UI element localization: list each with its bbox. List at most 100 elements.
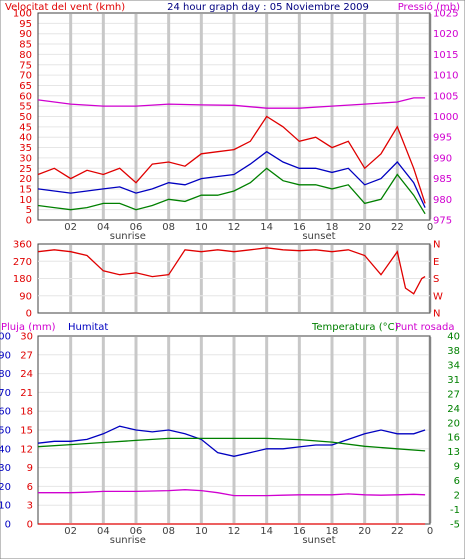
y-tick-label-temperature: 9: [454, 462, 460, 473]
x-tick-label: 14: [260, 222, 273, 233]
y-tick-label-wind: 90: [19, 29, 32, 40]
dewpoint-axis-label: Punt rosada: [395, 322, 454, 333]
y-tick-label-wind: 50: [19, 112, 32, 123]
y-tick-label-temperature: 34: [447, 360, 460, 371]
y-tick-label-humidity: 40: [0, 444, 11, 455]
y-tick-label-pressure: 1015: [433, 50, 458, 61]
y-tick-label-wind: 5: [26, 205, 32, 216]
y-tick-label-direction: 180: [13, 274, 32, 285]
x-tick-label: 20: [358, 526, 371, 537]
y-tick-label-humidity: 80: [0, 369, 11, 380]
x-tick-label: 06: [130, 222, 143, 233]
y-tick-label-wind: 20: [19, 174, 32, 185]
y-tick-label-compass: E: [433, 257, 439, 268]
x-tick-label: 08: [162, 222, 175, 233]
y-tick-label-wind: 80: [19, 50, 32, 61]
y-tick-label-humidity: 100: [0, 332, 11, 343]
series-line-0-2: [37, 167, 426, 215]
y-tick-label-pressure: 1025: [433, 9, 458, 20]
series-line-0-1: [37, 150, 426, 208]
x-tick-label: 02: [64, 222, 77, 233]
y-tick-label-compass: N: [433, 240, 440, 251]
y-tick-label-pressure: 985: [433, 174, 452, 185]
x-tick-label: 16: [293, 222, 306, 233]
y-tick-label-wind: 65: [19, 81, 32, 92]
y-tick-label-humidity: 60: [0, 407, 11, 418]
x-tick-label: 08: [162, 526, 175, 537]
x-tick-label: 0: [427, 526, 433, 537]
y-tick-label-temperature: 13: [447, 447, 460, 458]
y-tick-label-wind: 35: [19, 143, 32, 154]
y-tick-label-humidity: 50: [0, 426, 11, 437]
y-tick-label-wind: 100: [13, 9, 32, 20]
y-tick-label-wind: 85: [19, 40, 32, 51]
x-tick-label: 14: [260, 526, 273, 537]
series-line-2-2: [38, 489, 426, 497]
y-tick-label-wind: 45: [19, 122, 32, 133]
rain-axis-label: Pluja (mm): [1, 322, 56, 333]
y-tick-label-pressure: 1020: [433, 29, 458, 40]
y-tick-label-temperature: 16: [447, 433, 460, 444]
y-tick-label-direction: 0: [26, 309, 32, 320]
series-line-1-0: [37, 247, 426, 295]
y-tick-label-compass: S: [433, 274, 439, 285]
y-tick-label-humidity: 10: [0, 501, 11, 512]
y-tick-label-temperature: 27: [447, 389, 460, 400]
pressure-axis-label: Pressió (mb): [398, 1, 460, 13]
y-tick-label-rain: 0: [27, 520, 33, 531]
sunrise-label: sunrise: [110, 231, 146, 242]
x-tick-label: 10: [195, 222, 208, 233]
y-tick-label-pressure: 995: [433, 133, 452, 144]
y-tick-label-rain: 27: [20, 350, 33, 361]
x-tick-label: 04: [97, 526, 110, 537]
sunrise-label: sunrise: [110, 535, 146, 546]
y-tick-label-rain: 12: [20, 444, 33, 455]
y-tick-label-wind: 40: [19, 133, 32, 144]
y-tick-label-temperature: 20: [447, 418, 460, 429]
y-tick-label-humidity: 20: [0, 482, 11, 493]
series-line-0-3: [37, 97, 426, 109]
y-tick-label-wind: 55: [19, 102, 32, 113]
y-tick-label-compass: N: [433, 309, 440, 320]
x-tick-label: 02: [64, 526, 77, 537]
x-tick-label: 22: [391, 526, 404, 537]
x-tick-label: 10: [195, 526, 208, 537]
y-tick-label-temperature: 6: [454, 476, 460, 487]
x-tick-label: 18: [326, 526, 339, 537]
x-tick-label: 12: [228, 526, 241, 537]
humidity-axis-label: Humitat: [68, 322, 108, 333]
x-tick-label: 22: [391, 222, 404, 233]
y-tick-label-direction: 90: [19, 291, 32, 302]
y-tick-label-wind: 75: [19, 60, 32, 71]
x-tick-label: 04: [97, 222, 110, 233]
y-tick-label-temperature: -5: [450, 520, 460, 531]
x-tick-label: 16: [293, 526, 306, 537]
y-tick-label-pressure: 1000: [433, 112, 458, 123]
wind-axis-label: Velocitat del vent (kmh): [5, 2, 125, 13]
y-tick-label-temperature: 31: [447, 375, 460, 386]
y-tick-label-rain: 9: [27, 463, 33, 474]
y-tick-label-temperature: 24: [447, 404, 460, 415]
sunset-label: sunset: [302, 535, 335, 546]
y-tick-label-pressure: 990: [433, 153, 452, 164]
y-tick-label-rain: 3: [27, 501, 33, 512]
y-tick-label-rain: 21: [20, 388, 33, 399]
y-tick-label-rain: 30: [20, 332, 33, 343]
y-tick-label-pressure: 1010: [433, 71, 458, 82]
y-tick-label-rain: 18: [20, 407, 33, 418]
y-tick-label-rain: 15: [20, 426, 33, 437]
x-tick-label: 20: [358, 222, 371, 233]
x-tick-label: 18: [326, 222, 339, 233]
y-tick-label-temperature: 38: [447, 346, 460, 357]
series-line-2-0: [37, 425, 426, 457]
y-tick-label-wind: 60: [19, 91, 32, 102]
y-tick-label-wind: 70: [19, 71, 32, 82]
temperature-axis-label: Temperatura (°C): [311, 322, 399, 333]
y-tick-label-rain: 24: [20, 369, 33, 380]
y-tick-label-temperature: -1: [450, 505, 460, 516]
y-tick-label-humidity: 0: [5, 520, 11, 531]
y-tick-label-humidity: 70: [0, 388, 11, 399]
y-tick-label-wind: 25: [19, 164, 32, 175]
series-line-0-0: [37, 115, 426, 204]
